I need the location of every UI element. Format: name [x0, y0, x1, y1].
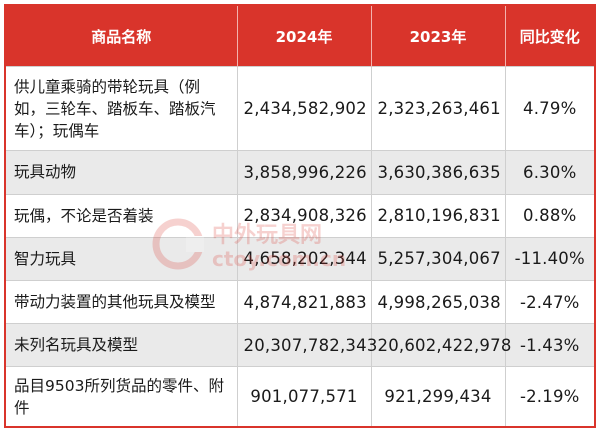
change-cell: 6.30%	[505, 150, 594, 195]
table-row: 未列名玩具及模型 20,307,782,343 20,602,422,978 -…	[6, 323, 594, 367]
data-table-frame: 商品名称 2024年 2023年 同比变化 供儿童乘骑的带轮玩具（例如，三轮车、…	[4, 4, 596, 428]
product-name-cell: 供儿童乘骑的带轮玩具（例如，三轮车、踏板车、踏板汽车）；玩偶车	[6, 65, 238, 151]
header-product-name: 商品名称	[6, 6, 238, 67]
change-cell: -2.47%	[505, 279, 594, 324]
value-2024-cell: 2,834,908,326	[237, 193, 372, 238]
table-row: 带动力装置的其他玩具及模型 4,874,821,883 4,998,265,03…	[6, 279, 594, 324]
product-name-cell: 智力玩具	[6, 236, 238, 281]
table-row: 玩偶，不论是否着装 2,834,908,326 2,810,196,831 0.…	[6, 193, 594, 238]
change-cell: 4.79%	[505, 65, 594, 151]
value-2024-cell: 901,077,571	[237, 366, 372, 426]
change-cell: -2.19%	[505, 366, 594, 426]
header-yoy-change: 同比变化	[505, 6, 594, 67]
value-2024-cell: 4,658,202,344	[237, 236, 372, 281]
product-name-cell: 未列名玩具及模型	[6, 323, 238, 367]
table-row: 智力玩具 4,658,202,344 5,257,304,067 -11.40%	[6, 236, 594, 281]
value-2023-cell: 2,323,263,461	[371, 65, 506, 151]
header-2023: 2023年	[371, 6, 506, 67]
product-name-cell: 带动力装置的其他玩具及模型	[6, 279, 238, 324]
product-name-cell: 品目9503所列货品的零件、附件	[6, 366, 238, 426]
change-cell: -1.43%	[505, 323, 594, 367]
change-cell: -11.40%	[505, 236, 594, 281]
header-row: 商品名称 2024年 2023年 同比变化	[6, 6, 594, 67]
value-2023-cell: 921,299,434	[371, 366, 506, 426]
value-2023-cell: 2,810,196,831	[371, 193, 506, 238]
product-name-cell: 玩具动物	[6, 150, 238, 195]
table-row: 玩具动物 3,858,996,226 3,630,386,635 6.30%	[6, 150, 594, 195]
toy-import-table: 商品名称 2024年 2023年 同比变化 供儿童乘骑的带轮玩具（例如，三轮车、…	[6, 6, 594, 426]
value-2024-cell: 4,874,821,883	[237, 279, 372, 324]
value-2023-cell: 4,998,265,038	[371, 279, 506, 324]
table-row: 品目9503所列货品的零件、附件 901,077,571 921,299,434…	[6, 366, 594, 426]
value-2023-cell: 3,630,386,635	[371, 150, 506, 195]
change-cell: 0.88%	[505, 193, 594, 238]
table-row: 供儿童乘骑的带轮玩具（例如，三轮车、踏板车、踏板汽车）；玩偶车 2,434,58…	[6, 65, 594, 151]
value-2024-cell: 3,858,996,226	[237, 150, 372, 195]
value-2023-cell: 5,257,304,067	[371, 236, 506, 281]
product-name-cell: 玩偶，不论是否着装	[6, 193, 238, 238]
value-2023-cell: 20,602,422,978	[371, 323, 511, 367]
header-2024: 2024年	[237, 6, 372, 67]
value-2024-cell: 2,434,582,902	[237, 65, 372, 151]
value-2024-cell: 20,307,782,343	[237, 323, 377, 367]
